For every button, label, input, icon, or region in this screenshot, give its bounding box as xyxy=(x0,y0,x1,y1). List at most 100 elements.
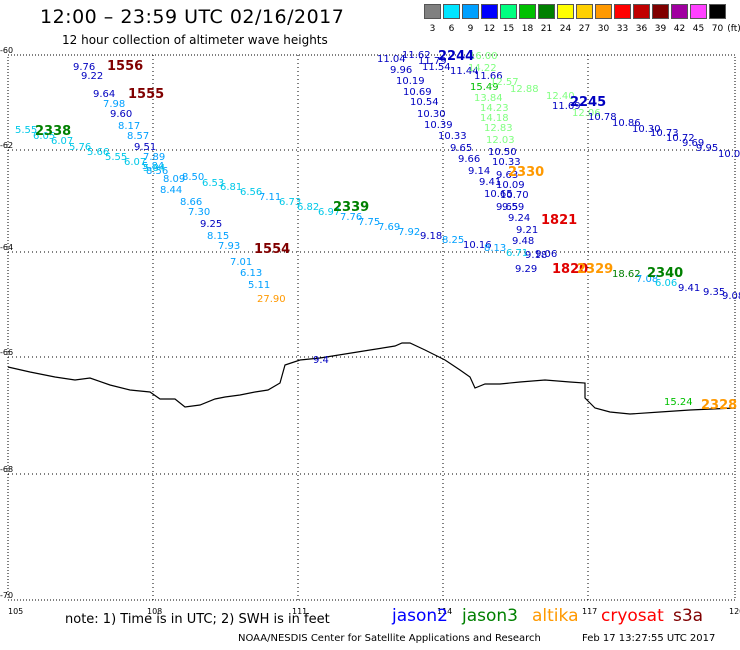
legend-swatch xyxy=(671,4,688,19)
legend-label: 15 xyxy=(502,24,515,34)
swh-value: 10.33 xyxy=(438,131,467,142)
swh-value: 5.11 xyxy=(248,280,270,291)
swh-value: 9.24 xyxy=(508,213,530,224)
swh-value: 9.14 xyxy=(468,166,490,177)
legend-swatch xyxy=(614,4,631,19)
legend-label: 39 xyxy=(654,24,667,34)
lat-lon-grid xyxy=(7,54,736,601)
swh-value: 9.95 xyxy=(696,143,718,154)
swh-value: 10.65 xyxy=(484,189,513,200)
satellite-name: jason3 xyxy=(462,606,518,626)
swh-value: 8.66 xyxy=(180,197,202,208)
legend-label: 18 xyxy=(521,24,534,34)
swh-value: 7.69 xyxy=(378,222,400,233)
swh-value: 10.69 xyxy=(403,87,432,98)
swh-value: 5.84 xyxy=(142,161,164,172)
swh-value: 7.30 xyxy=(188,207,210,218)
pass-number: 2340 xyxy=(647,266,683,281)
lat-tick-label: -64 xyxy=(0,243,13,252)
swh-value: 9.63 xyxy=(496,170,518,181)
lon-tick-label: 120 xyxy=(729,607,740,616)
satellite-name: jason2 xyxy=(392,606,448,626)
legend-swatch xyxy=(481,4,498,19)
pass-number: 1821 xyxy=(541,213,577,228)
swh-value: 6.71 xyxy=(506,248,528,259)
pass-number: 1554 xyxy=(254,242,290,257)
swh-value: 8.44 xyxy=(160,185,182,196)
swh-value: 12.40 xyxy=(546,91,575,102)
swh-value: 14.18 xyxy=(480,113,509,124)
swh-value: 9.51 xyxy=(134,142,156,153)
swh-value: 7.98 xyxy=(103,99,125,110)
lon-tick-label: 111 xyxy=(292,607,307,616)
swh-value: 9.65 xyxy=(496,202,518,213)
antarctic-coastline xyxy=(7,342,736,415)
legend-label: 45 xyxy=(692,24,705,34)
legend-swatch xyxy=(538,4,555,19)
swh-value: 5.55 xyxy=(105,152,127,163)
pass-number: 2330 xyxy=(508,165,544,180)
legend-label: 6 xyxy=(448,24,455,34)
swh-value: 6.81 xyxy=(220,182,242,193)
swh-value: 9.18 xyxy=(420,231,442,242)
swh-value: 15.24 xyxy=(664,397,693,408)
swh-value: 9.22 xyxy=(81,71,103,82)
legend-swatch xyxy=(633,4,650,19)
swh-value: 7.01 xyxy=(230,257,252,268)
swh-value: 9.4 xyxy=(313,355,329,366)
swh-value: 11.79 xyxy=(418,56,447,67)
swh-value: 6.53 xyxy=(202,178,224,189)
swh-value: 11.69 xyxy=(552,101,581,112)
legend-swatch xyxy=(595,4,612,19)
swh-value: 6.13 xyxy=(240,268,262,279)
swh-value: 9.25 xyxy=(200,219,222,230)
swh-value: 9.29 xyxy=(515,264,537,275)
swh-value: 9.65 xyxy=(450,143,472,154)
credit-line: NOAA/NESDIS Center for Satellite Applica… xyxy=(238,633,541,644)
swh-value: 11.66 xyxy=(474,71,503,82)
legend-swatch xyxy=(557,4,574,19)
swh-value: 10.16 xyxy=(463,240,492,251)
swh-value: 14.23 xyxy=(480,103,509,114)
legend-label: 21 xyxy=(540,24,553,34)
swh-value: 7.76 xyxy=(340,212,362,223)
lat-tick-label: -62 xyxy=(0,141,13,150)
satellite-name: s3a xyxy=(673,606,704,626)
legend-swatch xyxy=(576,4,593,19)
pass-number: 2339 xyxy=(333,200,369,215)
legend-label: 9 xyxy=(467,24,474,34)
swh-value: 6.56 xyxy=(240,187,262,198)
swh-value: 5.66 xyxy=(87,147,109,158)
swh-value: 10.54 xyxy=(410,97,439,108)
legend-swatch xyxy=(652,4,669,19)
swh-value: 6.07 xyxy=(124,157,146,168)
swh-value: 13.84 xyxy=(474,93,503,104)
swh-value: 9.08 xyxy=(722,291,740,302)
lat-tick-label: -60 xyxy=(0,46,13,55)
swh-value: 11.54 xyxy=(422,62,451,73)
swh-value: 8.17 xyxy=(118,121,140,132)
pass-number: 2328 xyxy=(701,398,737,413)
swh-value: 12.83 xyxy=(484,123,513,134)
legend-label: 30 xyxy=(597,24,610,34)
swh-value: 9.21 xyxy=(516,225,538,236)
footer-note: note: 1) Time is in UTC; 2) SWH is in fe… xyxy=(65,612,330,627)
satellite-name: altika xyxy=(532,606,579,626)
swh-value: 12.03 xyxy=(486,135,515,146)
swh-value: 10.30 xyxy=(632,124,661,135)
swh-value: 8.57 xyxy=(127,131,149,142)
swh-value: 6.73 xyxy=(279,197,301,208)
swh-value: 9.64 xyxy=(93,89,115,100)
swh-value: 11.04 xyxy=(377,54,406,65)
swh-value: 7.92 xyxy=(398,227,420,238)
swh-value: 6.07 xyxy=(51,136,73,147)
swh-value: 9.48 xyxy=(512,236,534,247)
pass-number: 1820 xyxy=(552,262,588,277)
legend-swatch xyxy=(424,4,441,19)
swh-value: 9.60 xyxy=(110,109,132,120)
swh-value: 9.41 xyxy=(479,177,501,188)
pass-number: 1555 xyxy=(128,87,164,102)
satellite-name: cryosat xyxy=(601,606,664,626)
legend-swatch xyxy=(519,4,536,19)
swh-value: 10.78 xyxy=(588,112,617,123)
